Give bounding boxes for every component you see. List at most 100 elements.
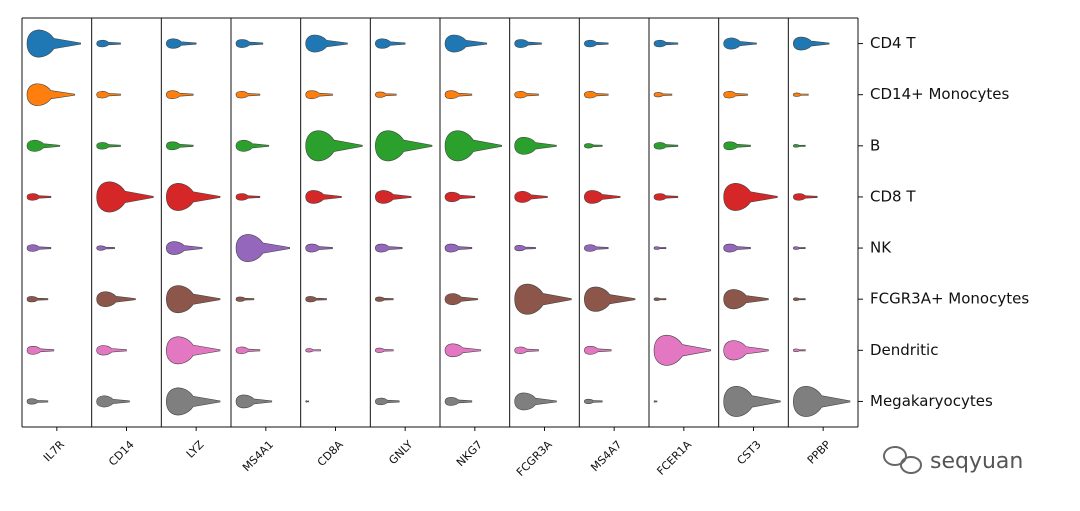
- y-tick-label: Megakaryocytes: [870, 392, 993, 410]
- violin: [96, 39, 121, 48]
- violin: [514, 91, 539, 99]
- violin: [444, 343, 482, 358]
- violin: [723, 386, 781, 417]
- violin: [305, 296, 327, 303]
- violin: [235, 234, 290, 262]
- violin: [793, 246, 806, 250]
- violin: [305, 130, 363, 162]
- watermark-icon: [883, 446, 922, 474]
- violin: [444, 34, 488, 53]
- x-tick-label: PPBP: [805, 438, 834, 467]
- y-tick-label: FCGR3A+ Monocytes: [870, 290, 1029, 308]
- y-tick-label: B: [870, 136, 880, 154]
- violin: [793, 36, 830, 51]
- violin: [166, 38, 197, 49]
- violin: [375, 130, 433, 162]
- violin: [514, 137, 557, 155]
- violin: [793, 144, 806, 148]
- violin: [793, 297, 806, 301]
- y-tick-label: NK: [870, 239, 892, 257]
- violin: [653, 335, 711, 366]
- violin: [235, 394, 273, 409]
- violin: [444, 130, 502, 162]
- violin: [26, 193, 52, 201]
- violin: [305, 243, 333, 253]
- violin: [653, 39, 679, 48]
- x-tick-label: MS4A7: [588, 438, 624, 474]
- violin: [514, 346, 539, 354]
- violin: [375, 296, 394, 302]
- violin: [235, 139, 270, 152]
- x-tick-label: CST3: [734, 438, 763, 467]
- violin: [723, 91, 748, 99]
- violin: [444, 397, 473, 406]
- violin: [96, 91, 121, 99]
- violin: [166, 285, 221, 314]
- violin: [653, 193, 679, 201]
- violin: [375, 38, 406, 49]
- watermark: seqyuan: [930, 449, 1023, 474]
- violin: [514, 39, 542, 48]
- violin: [235, 193, 261, 201]
- violin: [444, 191, 476, 202]
- violin: [584, 190, 621, 204]
- violin: [653, 142, 679, 150]
- violin: [96, 395, 130, 408]
- y-tick-label: CD8 T: [870, 187, 916, 205]
- violin: [166, 90, 194, 99]
- violin: [235, 346, 261, 354]
- y-tick-label: CD4 T: [870, 34, 916, 52]
- violin: [793, 386, 851, 417]
- violin: [305, 190, 342, 204]
- violin: [96, 142, 121, 150]
- violin: [444, 243, 473, 253]
- violin: [793, 92, 809, 97]
- violin: [305, 34, 348, 53]
- violin: [793, 348, 806, 353]
- x-tick-label: IL7R: [41, 438, 67, 464]
- violin: [584, 39, 609, 48]
- x-tick-label: GNLY: [386, 438, 415, 467]
- violin: [235, 91, 261, 99]
- violin: [305, 348, 321, 353]
- violin: [166, 336, 221, 365]
- violin: [96, 245, 115, 251]
- violin: [514, 245, 536, 252]
- violin: [653, 400, 658, 403]
- violin: [584, 346, 612, 355]
- violin: [653, 297, 667, 301]
- x-tick-label: CD14: [106, 438, 137, 469]
- x-tick-label: FCGR3A: [514, 438, 555, 479]
- violin: [723, 183, 778, 211]
- violin: [723, 289, 769, 310]
- violin: [584, 143, 603, 149]
- violin: [96, 345, 127, 356]
- violin: [723, 141, 751, 151]
- x-tick-label: LYZ: [184, 438, 207, 461]
- violin: [305, 400, 309, 403]
- violin: [444, 90, 473, 99]
- violin: [375, 347, 394, 353]
- violin: [96, 291, 136, 307]
- violin: [166, 141, 194, 151]
- violin: [166, 183, 221, 211]
- violin: [375, 190, 412, 204]
- violin: [514, 283, 572, 315]
- violin: [305, 90, 333, 99]
- violin: [375, 243, 403, 253]
- violin: [723, 340, 769, 361]
- violin: [26, 296, 49, 303]
- violin: [26, 29, 81, 58]
- violin: [26, 398, 49, 405]
- violin: [514, 392, 557, 411]
- violin: [375, 397, 400, 406]
- violin: [723, 243, 751, 253]
- x-tick-label: MS4A1: [240, 438, 276, 474]
- violin: [166, 241, 203, 255]
- violin: [166, 387, 221, 416]
- violin: [514, 191, 548, 203]
- violin: [96, 181, 154, 213]
- violin: [444, 293, 479, 306]
- x-tick-label: FCER1A: [654, 438, 694, 478]
- violin: [584, 286, 636, 312]
